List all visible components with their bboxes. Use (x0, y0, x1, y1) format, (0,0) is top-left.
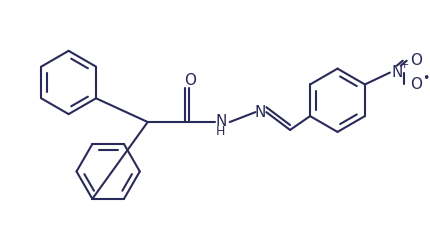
Text: N: N (390, 65, 402, 80)
Text: H: H (216, 125, 225, 138)
Text: N: N (215, 114, 226, 128)
Text: O: O (184, 73, 196, 88)
Text: +: + (399, 60, 408, 70)
Text: O: O (410, 77, 422, 92)
Text: N: N (254, 105, 265, 120)
Text: O: O (410, 53, 422, 68)
Text: •: • (421, 72, 428, 85)
